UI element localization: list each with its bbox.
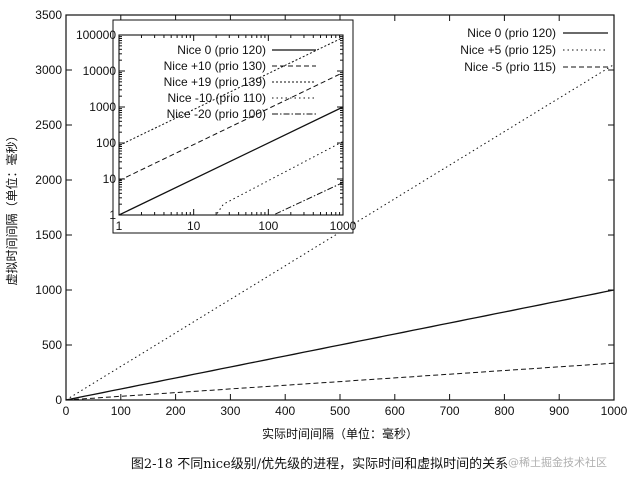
watermark: @稀土掘金技术社区 [508, 456, 607, 469]
inset-x-tick-label: 10 [187, 219, 201, 233]
inset-y-tick-label: 1 [109, 208, 116, 222]
inset-series-line-2 [119, 37, 343, 146]
x-tick-label: 100 [111, 404, 131, 418]
x-tick-label: 1000 [601, 404, 628, 418]
y-tick-label: 500 [42, 338, 62, 352]
y-axis-label: 虚拟时间间隔（单位：毫秒） [4, 129, 19, 285]
inset-y-tick-label: 10 [103, 172, 117, 186]
y-tick-label: 0 [55, 393, 62, 407]
inset-legend-label: Nice +19 (prio 139) [164, 75, 266, 89]
legend-label: Nice +5 (prio 125) [460, 43, 556, 57]
inset-series-line-1 [119, 72, 343, 182]
y-tick-label: 3500 [35, 8, 62, 22]
x-axis-label: 实际时间间隔（单位：毫秒） [262, 426, 418, 441]
x-tick-label: 200 [166, 404, 186, 418]
inset-y-tick-label: 100000 [76, 28, 116, 42]
y-tick-label: 2500 [35, 118, 62, 132]
inset-y-tick-label: 100 [96, 136, 116, 150]
inset-legend-label: Nice -20 (prio 100) [167, 107, 266, 121]
legend-label: Nice -5 (prio 115) [464, 60, 556, 74]
x-tick-label: 0 [63, 404, 70, 418]
inset-x-tick-label: 1000 [330, 219, 357, 233]
main-chart: 0 100 200 300 400 500 600 700 800 900 100005001000… [4, 8, 628, 441]
inset-y-tick-label: 1000 [89, 100, 116, 114]
inset-chart: 1 10 100 1000 1 10 100 1000 10000 100000 Nice 0 (p… [76, 19, 357, 234]
inset-x-tick-label: 100 [258, 219, 278, 233]
y-tick-label: 1500 [35, 228, 62, 242]
y-tick-label: 2000 [35, 173, 62, 187]
inset-background [112, 19, 354, 234]
x-tick-label: 700 [440, 404, 460, 418]
x-tick-label: 800 [494, 404, 514, 418]
inset-legend-label: Nice 0 (prio 120) [177, 43, 266, 57]
x-tick-label: 500 [330, 404, 350, 418]
legend-label: Nice 0 (prio 120) [467, 26, 556, 40]
x-tick-label: 300 [220, 404, 240, 418]
figure-caption: 图2-18 不同nice级别/优先级的进程，实际时间和虚拟时间的关系 [130, 457, 509, 472]
inset-legend-label: Nice +10 (prio 130) [164, 59, 266, 73]
inset-series-line-3 [119, 141, 343, 215]
inset-series-line-0 [119, 106, 343, 215]
inset-series-group [119, 37, 343, 215]
inset-legend-label: Nice -10 (prio 110) [168, 91, 266, 105]
x-tick-label: 400 [275, 404, 295, 418]
y-tick-label: 3000 [35, 63, 62, 77]
series-line-2 [65, 362, 615, 401]
y-tick-label: 1000 [35, 283, 62, 297]
series-line-0 [65, 289, 615, 401]
inset-y-tick-label: 10000 [83, 64, 117, 78]
inset-plot-frame [118, 34, 344, 216]
inset-x-tick-label: 1 [116, 219, 123, 233]
x-tick-label: 900 [549, 404, 569, 418]
x-tick-label: 600 [385, 404, 405, 418]
